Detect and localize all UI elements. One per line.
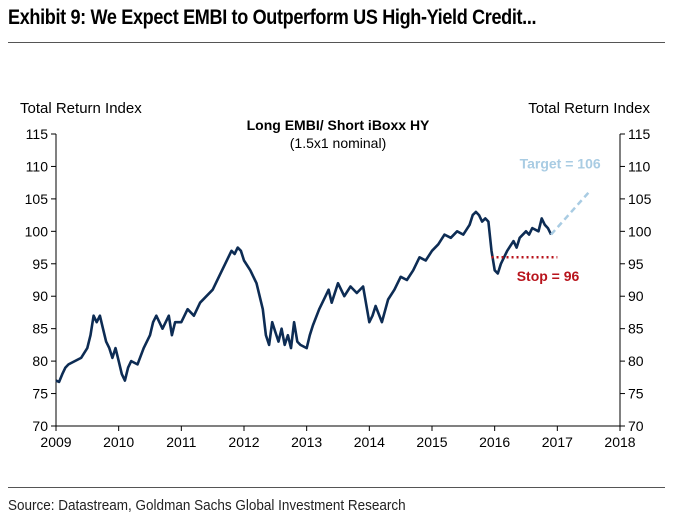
y-tick-label-left: 75	[32, 386, 48, 402]
x-tick-label: 2014	[354, 434, 385, 450]
y-tick-label-right: 90	[628, 288, 644, 304]
x-tick-label: 2010	[103, 434, 134, 450]
y-tick-label-left: 115	[26, 126, 49, 142]
chart-title: Long EMBI/ Short iBoxx HY	[247, 117, 430, 133]
y-tick-label-left: 85	[32, 321, 48, 337]
x-tick-label: 2013	[291, 434, 322, 450]
y-tick-label-left: 95	[32, 256, 48, 272]
y-tick-label-left: 80	[32, 353, 48, 369]
stop-label: Stop = 96	[517, 268, 580, 284]
y-tick-label-right: 75	[628, 386, 644, 402]
y-tick-label-left: 110	[26, 158, 49, 174]
y-tick-label-left: 100	[25, 223, 49, 239]
y-tick-label-right: 105	[628, 191, 652, 207]
y-axis-label-right: Total Return Index	[528, 100, 650, 117]
series-layer	[55, 210, 553, 384]
target-label: Target = 106	[520, 155, 601, 171]
target-line	[550, 191, 590, 236]
exhibit-title: Exhibit 9: We Expect EMBI to Outperform …	[8, 6, 537, 29]
y-tick-label-right: 80	[628, 353, 644, 369]
y-tick-label-right: 70	[628, 418, 644, 434]
y-tick-label-right: 115	[628, 126, 651, 142]
y-tick-label-right: 100	[628, 223, 652, 239]
x-tick-label: 2015	[416, 434, 447, 450]
y-tick-label-right: 85	[628, 321, 644, 337]
x-tick-label: 2009	[40, 434, 71, 450]
x-tick-label: 2018	[604, 434, 635, 450]
x-tick-label: 2012	[228, 434, 259, 450]
title-rule	[8, 42, 665, 43]
series-line	[55, 210, 553, 384]
y-tick-label-right: 95	[628, 256, 644, 272]
chart-subtitle: (1.5x1 nominal)	[290, 135, 387, 151]
chart-ticks: 2009 2010 2011 2012 2013 2014 2015 2016 2017 2018…	[25, 126, 652, 450]
source-rule	[8, 487, 665, 488]
y-tick-label-right: 110	[628, 158, 651, 174]
y-tick-label-left: 70	[32, 418, 48, 434]
chart-axes	[55, 134, 621, 427]
y-tick-label-left: 90	[32, 288, 48, 304]
y-axis-label-left: Total Return Index	[20, 100, 142, 117]
x-tick-label: 2017	[542, 434, 573, 450]
annotation-layer: Target = 106 Stop = 96	[491, 155, 601, 284]
source-note: Source: Datastream, Goldman Sachs Global…	[8, 497, 406, 514]
y-tick-label-left: 105	[25, 191, 49, 207]
x-tick-label: 2011	[166, 434, 196, 450]
x-tick-label: 2016	[479, 434, 510, 450]
